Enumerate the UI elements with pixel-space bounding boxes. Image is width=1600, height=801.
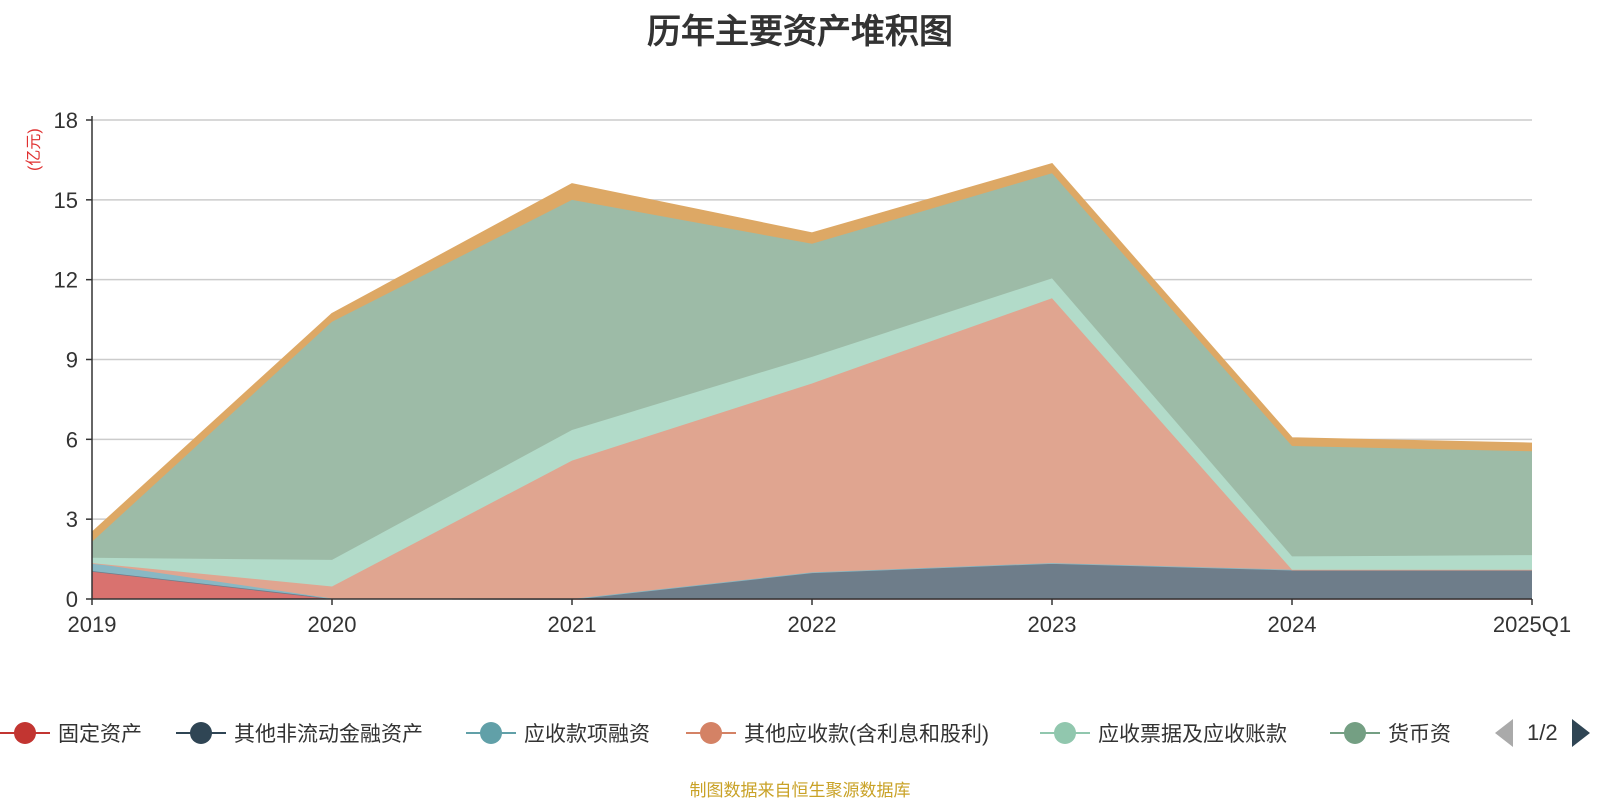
x-tick-label: 2020	[308, 612, 357, 637]
legend-marker-icon	[686, 715, 736, 751]
area-series-line-6	[91, 163, 1533, 534]
legend-marker-icon	[466, 715, 516, 751]
area-series-0	[92, 571, 1532, 599]
y-tick-label: 9	[66, 348, 78, 373]
x-tick-label: 2021	[548, 612, 597, 637]
legend-item-receivables-financing[interactable]: 应收款项融资	[466, 715, 650, 751]
stacked-area-chart: 0 3 6 9 12 15 18 2019 2020 2021 2022 2023 2024 2025Q1	[54, 108, 1572, 637]
y-tick-label: 12	[54, 268, 78, 293]
x-tick-label: 2022	[788, 612, 837, 637]
y-tick-label: 3	[66, 507, 78, 532]
y-tick-label: 0	[66, 587, 78, 612]
x-tick-label: 2025Q1	[1493, 612, 1571, 637]
legend-label: 其他应收款(含利息和股利)	[744, 723, 989, 746]
next-page-icon[interactable]	[1571, 719, 1590, 747]
area-series-1	[92, 563, 1532, 599]
legend-label: 货币资	[1388, 723, 1451, 746]
legend-page-indicator: 1/2	[1527, 720, 1558, 745]
legend-pager: 1/2	[1495, 715, 1590, 751]
legend-item-fixed-assets[interactable]: 固定资产	[0, 715, 142, 751]
legend-label: 应收票据及应收账款	[1098, 723, 1287, 746]
previous-page-icon[interactable]	[1495, 719, 1513, 747]
legend-marker-icon	[176, 715, 226, 751]
legend-label: 应收款项融资	[524, 723, 650, 746]
area-series-5	[92, 173, 1532, 560]
legend-item-other-noncurrent-financial[interactable]: 其他非流动金融资产	[176, 715, 423, 751]
x-tick-label: 2023	[1028, 612, 1077, 637]
y-tick-label: 18	[54, 108, 78, 133]
area-series-4	[92, 278, 1532, 587]
legend-item-cash[interactable]: 货币资	[1330, 715, 1451, 751]
area-series-6	[92, 163, 1532, 542]
legend-marker-icon	[1330, 715, 1380, 751]
legend-label: 其他非流动金融资产	[234, 723, 423, 746]
y-tick-label: 6	[66, 427, 78, 452]
legend-marker-icon	[0, 715, 50, 751]
legend-item-notes-and-accounts-receivable[interactable]: 应收票据及应收账款	[1040, 715, 1287, 751]
chart-title: 历年主要资产堆积图	[647, 13, 953, 51]
data-source-note: 制图数据来自恒生聚源数据库	[689, 781, 911, 800]
x-tick-label: 2024	[1268, 612, 1317, 637]
x-tick-label: 2019	[68, 612, 117, 637]
legend-marker-icon	[1040, 715, 1090, 751]
y-tick-label: 15	[54, 188, 78, 213]
legend-item-other-receivables[interactable]: 其他应收款(含利息和股利)	[686, 715, 989, 751]
chart-legend: 固定资产 其他非流动金融资产 应收款项融资 其他应收款(含利息和股利) 应收票据…	[0, 715, 1600, 755]
legend-label: 固定资产	[58, 723, 142, 746]
